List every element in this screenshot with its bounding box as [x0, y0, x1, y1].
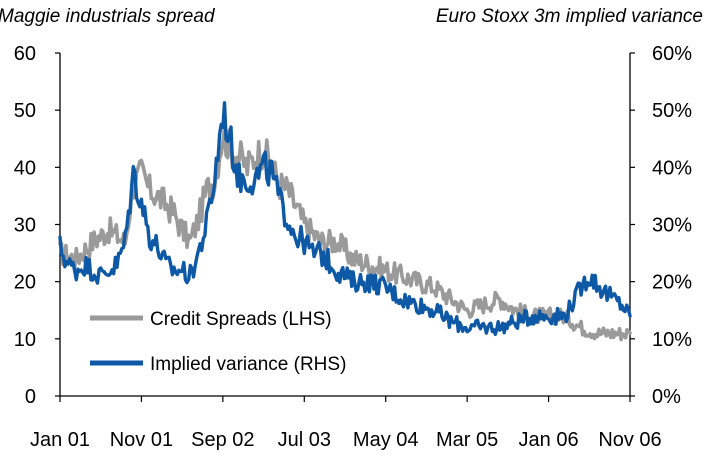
x-tick-label: May 04: [353, 429, 419, 451]
x-tick-label: Sep 02: [191, 429, 254, 451]
axes: 0 0% 10 10% 20 20% 30 30% 40 40% 50 50% 60 60% Jan 01 N…: [14, 43, 692, 451]
y-tick-label-left: 30: [14, 215, 36, 237]
x-tick-label: Jan 01: [30, 429, 90, 451]
legend-label-credit-spreads: Credit Spreads (LHS): [150, 309, 332, 330]
series-layer: [58, 101, 632, 342]
left-axis-title: Maggie industrials spread: [0, 6, 216, 27]
y-tick-label-left: 60: [14, 43, 36, 65]
legend: Credit Spreads (LHS) Implied variance (RH…: [90, 309, 346, 375]
series-line-credit-spreads: [58, 125, 632, 342]
x-tick-label: Nov 01: [110, 429, 173, 451]
legend-label-implied-variance: Implied variance (RHS): [150, 354, 346, 375]
y-tick-label-right: 30%: [652, 215, 692, 237]
y-tick-label-right: 50%: [652, 100, 692, 122]
x-tick-label: Nov 06: [598, 429, 661, 451]
x-tick-label: Mar 05: [436, 429, 498, 451]
y-tick-label-left: 20: [14, 272, 36, 294]
y-tick-label-right: 60%: [652, 43, 692, 65]
x-tick-label: Jan 06: [519, 429, 579, 451]
y-tick-label-right: 20%: [652, 272, 692, 294]
y-tick-label-right: 40%: [652, 157, 692, 179]
y-tick-label-right: 0%: [652, 386, 681, 408]
x-tick-label: Jul 03: [278, 429, 331, 451]
y-tick-label-left: 50: [14, 100, 36, 122]
right-axis-title: Euro Stoxx 3m implied variance: [436, 6, 703, 27]
y-tick-label-left: 40: [14, 157, 36, 179]
series-line-implied-variance: [58, 101, 632, 337]
y-tick-label-left: 0: [25, 386, 36, 408]
y-tick-label-right: 10%: [652, 329, 692, 351]
y-tick-label-left: 10: [14, 329, 36, 351]
